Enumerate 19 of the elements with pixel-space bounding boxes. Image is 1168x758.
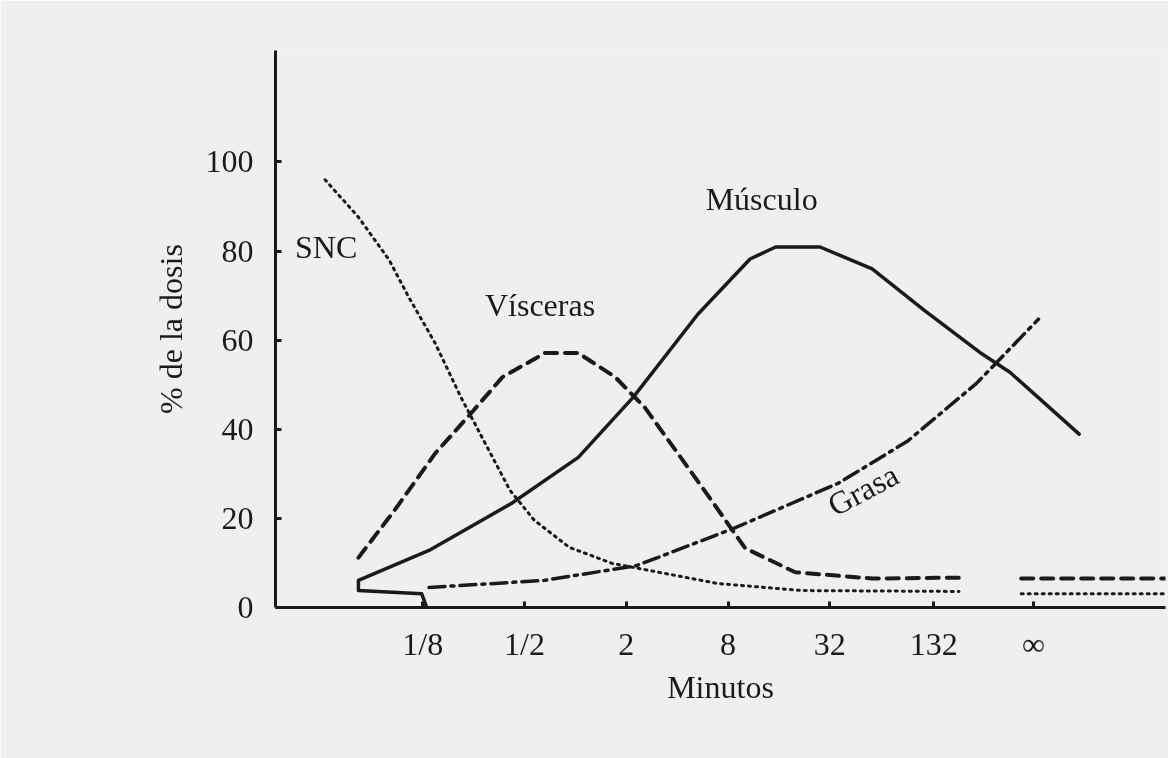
y-tick-label: 100 xyxy=(205,143,254,180)
x-tick-label: 132 xyxy=(909,625,958,662)
y-tick-label: 20 xyxy=(221,499,254,536)
x-tick-label: 32 xyxy=(813,625,846,662)
y-axis-title: % de la dosis xyxy=(152,244,189,414)
text: Grasa xyxy=(821,456,905,524)
y-tick-label: 80 xyxy=(221,232,254,269)
x-tick-label: 2 xyxy=(618,625,635,662)
y-tick-label: 40 xyxy=(221,410,254,447)
series-label: SNC xyxy=(295,228,358,265)
series-label: Vísceras xyxy=(484,287,596,324)
y-tick-label: 60 xyxy=(221,321,254,358)
x-tick-label: 8 xyxy=(720,625,737,662)
x-tick-label: ∞ xyxy=(1021,625,1045,662)
x-axis-title: Minutos xyxy=(667,668,774,705)
x-tick-label: 1/8 xyxy=(402,625,444,662)
x-tick-label: 1/2 xyxy=(504,625,545,662)
series-label: Músculo xyxy=(705,181,818,218)
y-tick-label: 0 xyxy=(237,589,254,625)
